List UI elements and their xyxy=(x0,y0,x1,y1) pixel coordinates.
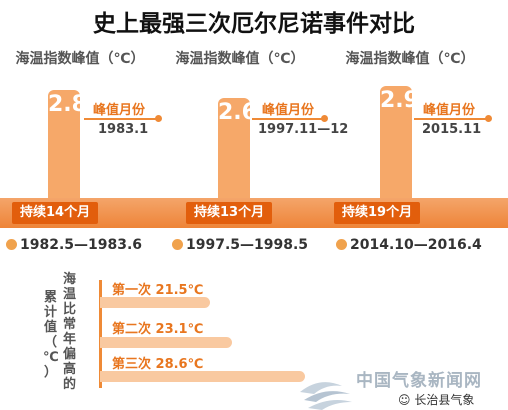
peak-month-2: 1997.11—12 xyxy=(258,122,349,137)
peak-value-2: 2.6 xyxy=(218,100,257,125)
peak-month-label-2: 峰值月份 xyxy=(262,103,315,118)
chart-title: 史上最强三次厄尔尼诺事件对比 xyxy=(93,10,415,37)
peak-bar-1 xyxy=(48,90,80,198)
period-dot-icon xyxy=(336,239,347,250)
period-text-2: 1997.5—1998.5 xyxy=(186,237,309,253)
peak-month-dot-1 xyxy=(155,115,162,122)
peak-month-dot-3 xyxy=(485,115,492,122)
peak-header-2: 海温指数峰值（℃） xyxy=(175,51,305,67)
period-text-1: 1982.5—1983.6 xyxy=(20,237,143,253)
watermark-account-text: 长治县气象 xyxy=(414,393,475,407)
watermark-account: ☺ 长治县气象 xyxy=(398,391,474,408)
duration-label-2: 持续13个月 xyxy=(186,202,273,224)
peak-header-1: 海温指数峰值（℃） xyxy=(15,51,145,67)
peak-header-3: 海温指数峰值（℃） xyxy=(345,51,475,67)
cumulative-label-3: 第三次 28.6℃ xyxy=(112,357,204,372)
cumulative-label-2: 第二次 23.1℃ xyxy=(112,322,204,337)
cumulative-label-col-2: 累 计 值 （ ℃ ） xyxy=(43,290,59,380)
peak-value-3: 2.9 xyxy=(380,88,419,113)
peak-month-1: 1983.1 xyxy=(98,122,149,137)
watermark-site: 中国气象新闻网 xyxy=(356,371,482,391)
period-dot-icon xyxy=(172,239,183,250)
peak-month-line-2 xyxy=(252,118,322,120)
peak-bar-2 xyxy=(218,98,250,198)
peak-month-label-1: 峰值月份 xyxy=(93,103,146,118)
period-text-3: 2014.10—2016.4 xyxy=(350,237,482,253)
cumulative-axis xyxy=(99,280,102,388)
peak-month-line-3 xyxy=(414,118,486,120)
peak-month-3: 2015.11 xyxy=(422,122,482,137)
peak-value-1: 2.8 xyxy=(48,92,87,117)
period-2: 1997.5—1998.5 xyxy=(172,237,308,253)
peak-month-line-1 xyxy=(84,118,156,120)
period-1: 1982.5—1983.6 xyxy=(6,237,142,253)
cumulative-bar-2 xyxy=(100,337,232,348)
cumulative-bar-1 xyxy=(100,297,210,308)
cumulative-bar-3 xyxy=(100,371,305,382)
peak-month-dot-2 xyxy=(321,115,328,122)
period-3: 2014.10—2016.4 xyxy=(336,237,482,253)
peak-bar-3 xyxy=(380,86,412,198)
cumulative-label-1: 第一次 21.5℃ xyxy=(112,283,204,298)
cumulative-label-col-1: 海 温 比 常 年 偏 高 的 xyxy=(62,272,76,392)
duration-label-3: 持续19个月 xyxy=(334,202,421,224)
period-dot-icon xyxy=(6,239,17,250)
peak-month-label-3: 峰值月份 xyxy=(423,103,476,118)
duration-label-1: 持续14个月 xyxy=(12,202,99,224)
wechat-icon: ☺ xyxy=(398,393,415,407)
weather-news-logo-icon xyxy=(300,382,352,410)
